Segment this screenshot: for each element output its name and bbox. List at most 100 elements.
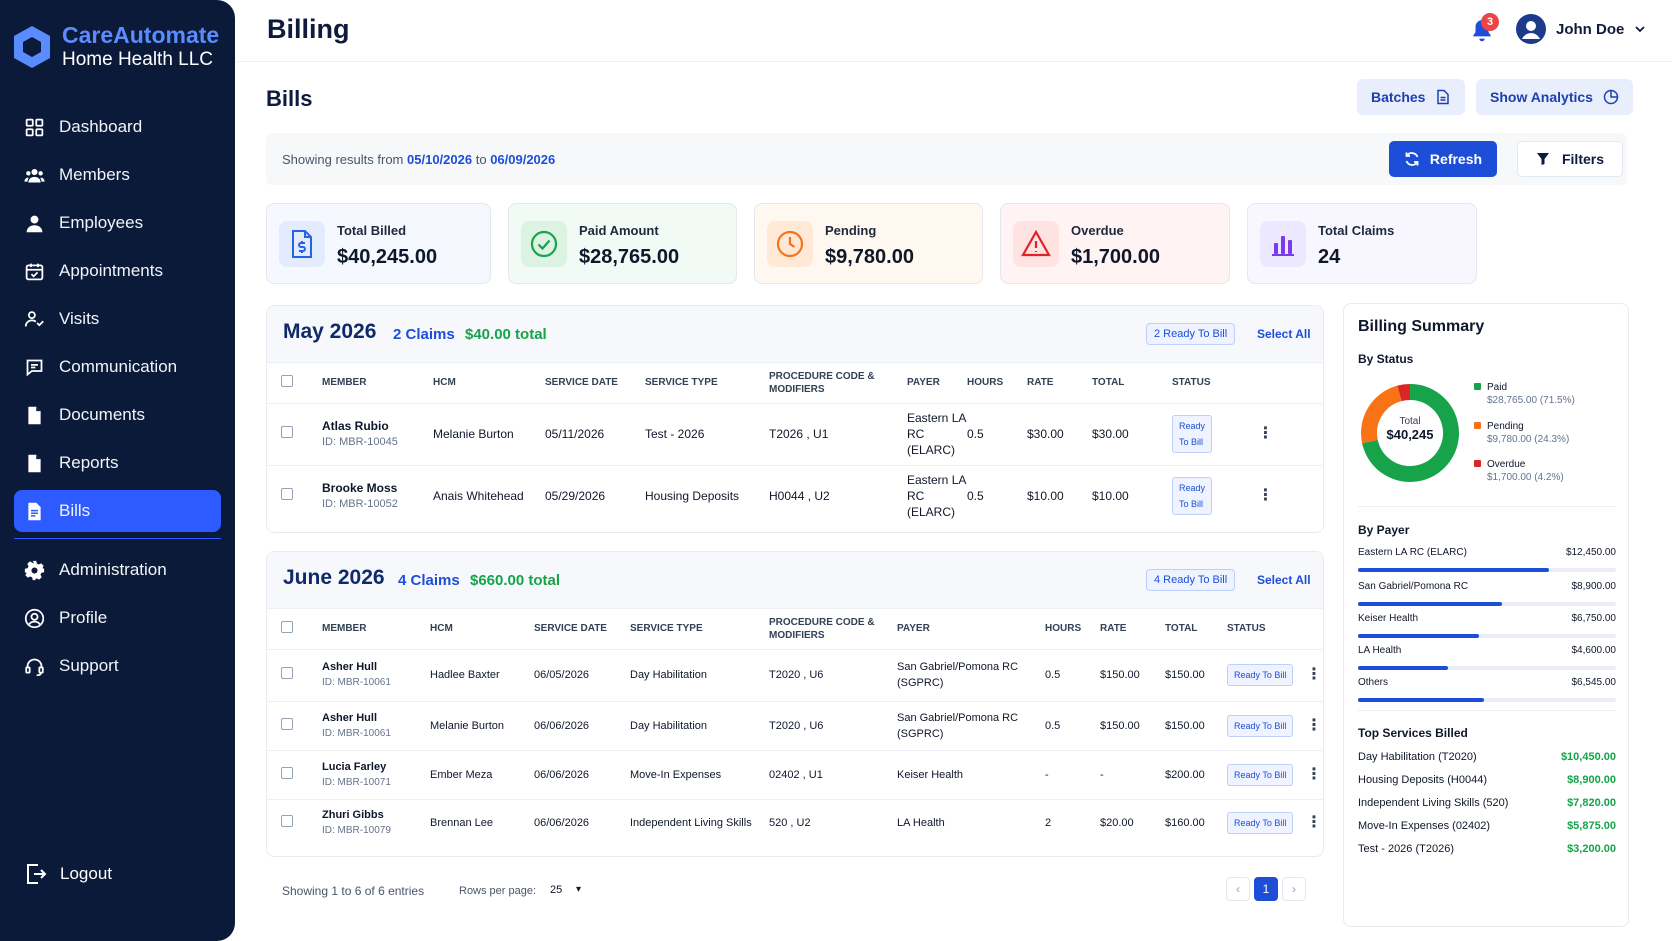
col-hcm[interactable]: HCM [430, 609, 534, 650]
table-row[interactable]: Brooke Moss ID: MBR-10052 Anais Whitehead… [267, 465, 1323, 527]
stat-label: Overdue [1071, 223, 1124, 238]
rows-per-page-select[interactable]: 25 [550, 884, 563, 896]
sidebar-item-employees[interactable]: Employees [14, 202, 221, 244]
user-menu[interactable]: John Doe [1516, 14, 1646, 44]
date-from[interactable]: 05/10/2026 [407, 152, 473, 167]
member-name[interactable]: Lucia Farley [322, 760, 387, 773]
col-service-date[interactable]: Service Date [534, 609, 630, 650]
col-hours[interactable]: Hours [1045, 609, 1100, 650]
row-menu-icon[interactable]: ⋮ [1305, 750, 1323, 800]
next-page-button[interactable]: › [1282, 877, 1306, 901]
filters-button[interactable]: Filters [1517, 141, 1623, 177]
row-checkbox[interactable] [281, 667, 293, 679]
row-checkbox[interactable] [281, 814, 293, 827]
member-name[interactable]: Atlas Rubio [322, 419, 389, 433]
table-row[interactable]: Asher Hull ID: MBR-10061 Melanie Burton 0… [267, 701, 1323, 751]
batches-button[interactable]: Batches [1357, 79, 1466, 115]
member-name[interactable]: Asher Hull [322, 711, 378, 724]
row-checkbox[interactable] [281, 488, 293, 501]
group-month: May 2026 [283, 320, 377, 343]
sidebar-item-administration[interactable]: Administration [14, 549, 221, 591]
table-row[interactable]: Zhuri Gibbs ID: MBR-10079 Brennan Lee 06/… [267, 799, 1323, 846]
sidebar-item-members[interactable]: Members [14, 154, 221, 196]
ready-to-bill-badge[interactable]: 2 Ready To Bill [1146, 323, 1236, 345]
show-analytics-button[interactable]: Show Analytics [1476, 79, 1633, 115]
prev-page-button[interactable]: ‹ [1226, 877, 1250, 901]
service-value: $10,450.00 [1560, 751, 1616, 763]
col-procedure-code[interactable]: Procedure Code & Modifiers [769, 609, 897, 650]
col-payer[interactable]: Payer [897, 609, 1045, 650]
col-rate[interactable]: Rate [1027, 363, 1092, 404]
select-all-link[interactable]: Select All [1257, 327, 1311, 341]
row-checkbox[interactable] [281, 717, 293, 730]
col-hours[interactable]: Hours [967, 363, 1027, 404]
table-row[interactable]: Lucia Farley ID: MBR-10071 Ember Meza 06/… [267, 750, 1323, 800]
caret-down-icon[interactable]: ▾ [576, 884, 582, 895]
col-rate[interactable]: Rate [1100, 609, 1165, 650]
col-hcm[interactable]: HCM [433, 363, 545, 404]
brand[interactable]: CareAutomate Home Health LLC [12, 22, 219, 72]
payer-name: LA Health [1358, 645, 1402, 656]
row-checkbox[interactable] [281, 426, 293, 438]
col-member[interactable]: Member [322, 363, 433, 404]
logout-button[interactable]: Logout [24, 862, 112, 886]
member-name[interactable]: Brooke Moss [322, 481, 398, 496]
date-to[interactable]: 06/09/2026 [490, 152, 556, 167]
row-menu-icon[interactable]: ⋮ [1305, 701, 1323, 751]
col-status[interactable]: Status [1172, 363, 1211, 404]
page-button[interactable]: 1 [1254, 877, 1278, 901]
select-all-link[interactable]: Select All [1257, 573, 1311, 587]
member-name[interactable]: Asher Hull [322, 661, 378, 673]
col-total[interactable]: Total [1165, 609, 1227, 650]
select-all-checkbox[interactable] [281, 620, 293, 633]
rate-cell: $20.00 [1100, 816, 1134, 829]
sidebar-item-profile[interactable]: Profile [14, 597, 221, 639]
col-procedure-code[interactable]: Procedure Code & Modifiers [769, 363, 907, 404]
hcm-cell: Melanie Burton [433, 403, 545, 466]
row-menu-icon[interactable]: ⋮ [1306, 813, 1322, 831]
col-member[interactable]: Member [322, 609, 430, 650]
ready-to-bill-badge[interactable]: 4 Ready To Bill [1146, 569, 1236, 591]
col-payer[interactable]: Payer [907, 363, 967, 404]
sidebar-item-appointments[interactable]: Appointments [14, 250, 221, 292]
service-row: Housing Deposits (H0044) $8,900.00 [1358, 774, 1616, 786]
table-row[interactable]: Asher Hull ID: MBR-10061 Hadlee Baxter 06… [267, 649, 1323, 702]
hours-cell: - [1045, 750, 1100, 800]
hours-cell: 0.5 [1045, 701, 1100, 751]
hours-cell: 0.5 [967, 403, 1027, 466]
sidebar: CareAutomate Home Health LLC Dashboard M… [0, 0, 235, 941]
chevron-down-icon [1635, 26, 1645, 33]
col-total[interactable]: Total [1092, 363, 1172, 404]
by-payer-heading: By Payer [1358, 523, 1410, 537]
sidebar-item-documents[interactable]: Documents [14, 394, 221, 436]
person-icon [26, 215, 43, 232]
payer-bar [1358, 666, 1616, 670]
batches-label: Batches [1371, 89, 1426, 105]
row-menu-icon[interactable]: ⋮ [1208, 403, 1323, 466]
row-checkbox[interactable] [281, 766, 293, 779]
member-name[interactable]: Zhuri Gibbs [322, 808, 384, 821]
col-service-type[interactable]: Service Type [630, 609, 769, 650]
donut-slice-paid [1361, 384, 1459, 482]
col-service-date[interactable]: Service Date [545, 363, 645, 404]
sidebar-item-support[interactable]: Support [14, 645, 221, 687]
payer-cell: Keiser Health [897, 750, 1045, 800]
col-status[interactable]: Status [1227, 609, 1305, 650]
sidebar-item-reports[interactable]: Reports [14, 442, 221, 484]
select-all-checkbox[interactable] [281, 374, 293, 387]
member-id: ID: MBR-10071 [322, 776, 391, 788]
stat-label: Total Claims [1318, 223, 1395, 238]
col-service-type[interactable]: Service Type [645, 363, 769, 404]
row-menu-icon[interactable]: ⋮ [1305, 649, 1323, 702]
refresh-button[interactable]: Refresh [1389, 141, 1497, 177]
sidebar-item-dashboard[interactable]: Dashboard [14, 106, 221, 148]
table-row[interactable]: Atlas Rubio ID: MBR-10045 Melanie Burton … [267, 403, 1323, 466]
sidebar-item-bills[interactable]: Bills [14, 490, 221, 532]
sidebar-item-visits[interactable]: Visits [14, 298, 221, 340]
invoice-dollar-icon [292, 230, 312, 258]
total-cell: $150.00 [1165, 649, 1227, 702]
row-menu-icon[interactable]: ⋮ [1257, 487, 1274, 505]
code-cell: T2026 , U1 [769, 403, 907, 466]
member-id: ID: MBR-10052 [322, 498, 398, 511]
sidebar-item-communication[interactable]: Communication [14, 346, 221, 388]
